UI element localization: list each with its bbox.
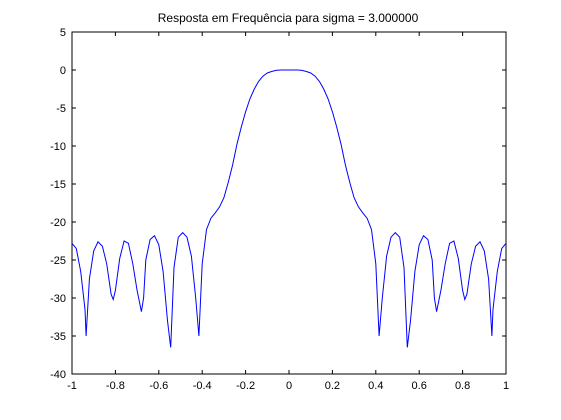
y-tick-label: -25 — [50, 255, 66, 267]
x-tick-label: 0.2 — [325, 380, 340, 392]
x-tick-label: 0.6 — [412, 380, 427, 392]
x-axis: -1 -0.8 -0.6 -0.4 -0.2 0 0.2 0.4 0.6 0.8 1 — [67, 32, 509, 392]
chart-title: Resposta em Frequência para sigma = 3.00… — [158, 11, 419, 25]
y-tick-label: -30 — [50, 293, 66, 305]
y-tick-label: -10 — [50, 141, 66, 153]
x-tick-label: -0.4 — [193, 380, 212, 392]
y-tick-label: 0 — [60, 65, 66, 77]
x-tick-label: 1 — [503, 380, 509, 392]
x-tick-label: -0.8 — [106, 380, 125, 392]
y-axis: 5 0 -5 -10 -15 -20 -25 -30 -35 -40 — [50, 27, 506, 381]
series-line — [71, 69, 507, 348]
x-tick-label: -0.6 — [149, 380, 168, 392]
y-tick-label: 5 — [60, 27, 66, 39]
x-tick-label: -1 — [67, 380, 77, 392]
y-tick-label: -5 — [56, 103, 66, 115]
x-tick-label: 0 — [286, 380, 292, 392]
x-tick-label: 0.8 — [455, 380, 470, 392]
y-tick-label: -15 — [50, 179, 66, 191]
plot-area — [71, 31, 507, 375]
x-tick-label: 0.4 — [368, 380, 383, 392]
y-tick-label: -35 — [50, 331, 66, 343]
x-tick-label: -0.2 — [236, 380, 255, 392]
y-tick-label: -20 — [50, 217, 66, 229]
y-tick-label: -40 — [50, 369, 66, 381]
